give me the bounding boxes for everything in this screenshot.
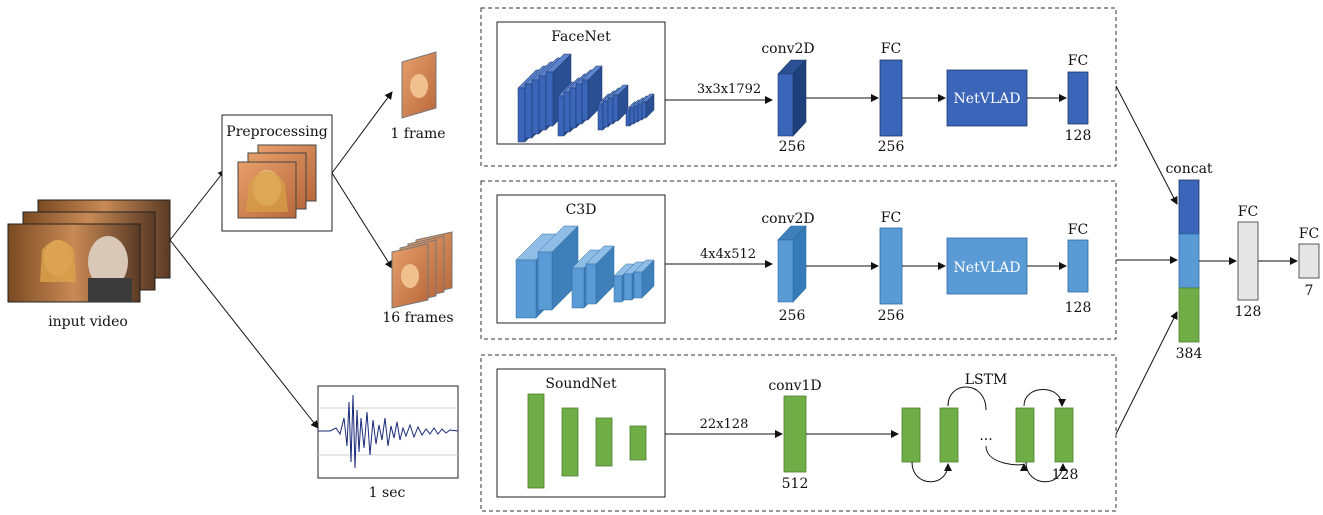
input-video: [7, 199, 171, 303]
concat-label: concat: [1165, 161, 1212, 177]
c3d-netvlad-label: NetVLAD: [954, 260, 1021, 276]
preprocessed-faces-image: [237, 144, 317, 219]
facenet-feature-shape: 3x3x1792: [697, 82, 761, 97]
c3d-conv-size: 256: [779, 308, 806, 324]
face-fc1-size: 256: [878, 139, 905, 155]
c3d-fc1-label: FC: [881, 210, 901, 226]
input-video-label: input video: [48, 314, 128, 330]
c3d-feature-shape: 4x4x512: [700, 247, 756, 262]
one-frame-label: 1 frame: [390, 126, 445, 142]
arrow-to-one-frame: [331, 91, 393, 174]
sound-branch-frame: [480, 354, 1117, 512]
fusion-fc2-label: FC: [1299, 226, 1319, 242]
sound-conv-size: 512: [782, 476, 809, 492]
lstm-size: 128: [1052, 467, 1079, 483]
facenet-layers: [517, 53, 655, 143]
face-fc2-label: FC: [1068, 53, 1088, 69]
video-frame-image: [7, 223, 141, 303]
soundnet-feature-shape: 22x128: [700, 417, 749, 432]
concat-size: 384: [1176, 346, 1203, 362]
lstm-cells: [901, 407, 1074, 463]
soundnet-layers: [527, 393, 647, 489]
c3d-conv2d-block: [777, 225, 807, 303]
face-fc2-block: [1067, 71, 1089, 125]
audio-waveform: [317, 385, 459, 479]
c3d-netvlad-block: [946, 237, 1028, 295]
one-frame-image: [401, 51, 437, 119]
soundnet-label: SoundNet: [545, 376, 617, 392]
c3d-layers: [515, 225, 655, 319]
c3d-fc1-block: [879, 227, 903, 305]
facenet-label: FaceNet: [551, 29, 611, 45]
c3d-fc2-label: FC: [1068, 222, 1088, 238]
face-netvlad-block: [946, 69, 1028, 127]
arrow-input-to-audio: [169, 239, 319, 429]
sixteen-frames-label: 16 frames: [382, 310, 453, 326]
face-fc2-size: 128: [1065, 128, 1092, 144]
c3d-fc2-block: [1067, 239, 1089, 293]
c3d-fc1-size: 256: [878, 308, 905, 324]
arrow-face-to-concat: [1115, 85, 1178, 205]
c3d-conv-label: conv2D: [761, 211, 814, 227]
face-fc1-label: FC: [881, 41, 901, 57]
face-netvlad-label: NetVLAD: [954, 91, 1021, 107]
fusion-fc2-size: 7: [1305, 283, 1314, 299]
fusion-fc2-block: [1298, 243, 1320, 279]
preprocessing-label: Preprocessing: [226, 124, 327, 140]
sound-conv1d-block: [783, 395, 807, 473]
c3d-label: C3D: [566, 202, 597, 218]
lstm-recurrent-arrows: [911, 386, 1067, 483]
audio-label: 1 sec: [369, 485, 406, 501]
face-conv-label: conv2D: [761, 41, 814, 57]
sound-conv-label: conv1D: [768, 378, 821, 394]
fusion-fc1-label: FC: [1238, 204, 1258, 220]
arrow-to-sixteen-frames: [331, 172, 393, 269]
fusion-fc1-block: [1237, 221, 1259, 301]
lstm-label: LSTM: [965, 372, 1008, 388]
face-conv-size: 256: [779, 139, 806, 155]
fusion-fc1-size: 128: [1235, 304, 1262, 320]
sixteen-frames-image: [391, 231, 453, 309]
face-conv2d-block: [777, 59, 807, 137]
concat-block: [1178, 179, 1200, 343]
arrow-sound-to-concat: [1115, 311, 1178, 435]
c3d-fc2-size: 128: [1065, 300, 1092, 316]
arrow-input-to-preprocessing: [169, 169, 226, 241]
face-fc1-block: [879, 59, 903, 137]
lstm-ellipsis: ...: [979, 428, 992, 444]
